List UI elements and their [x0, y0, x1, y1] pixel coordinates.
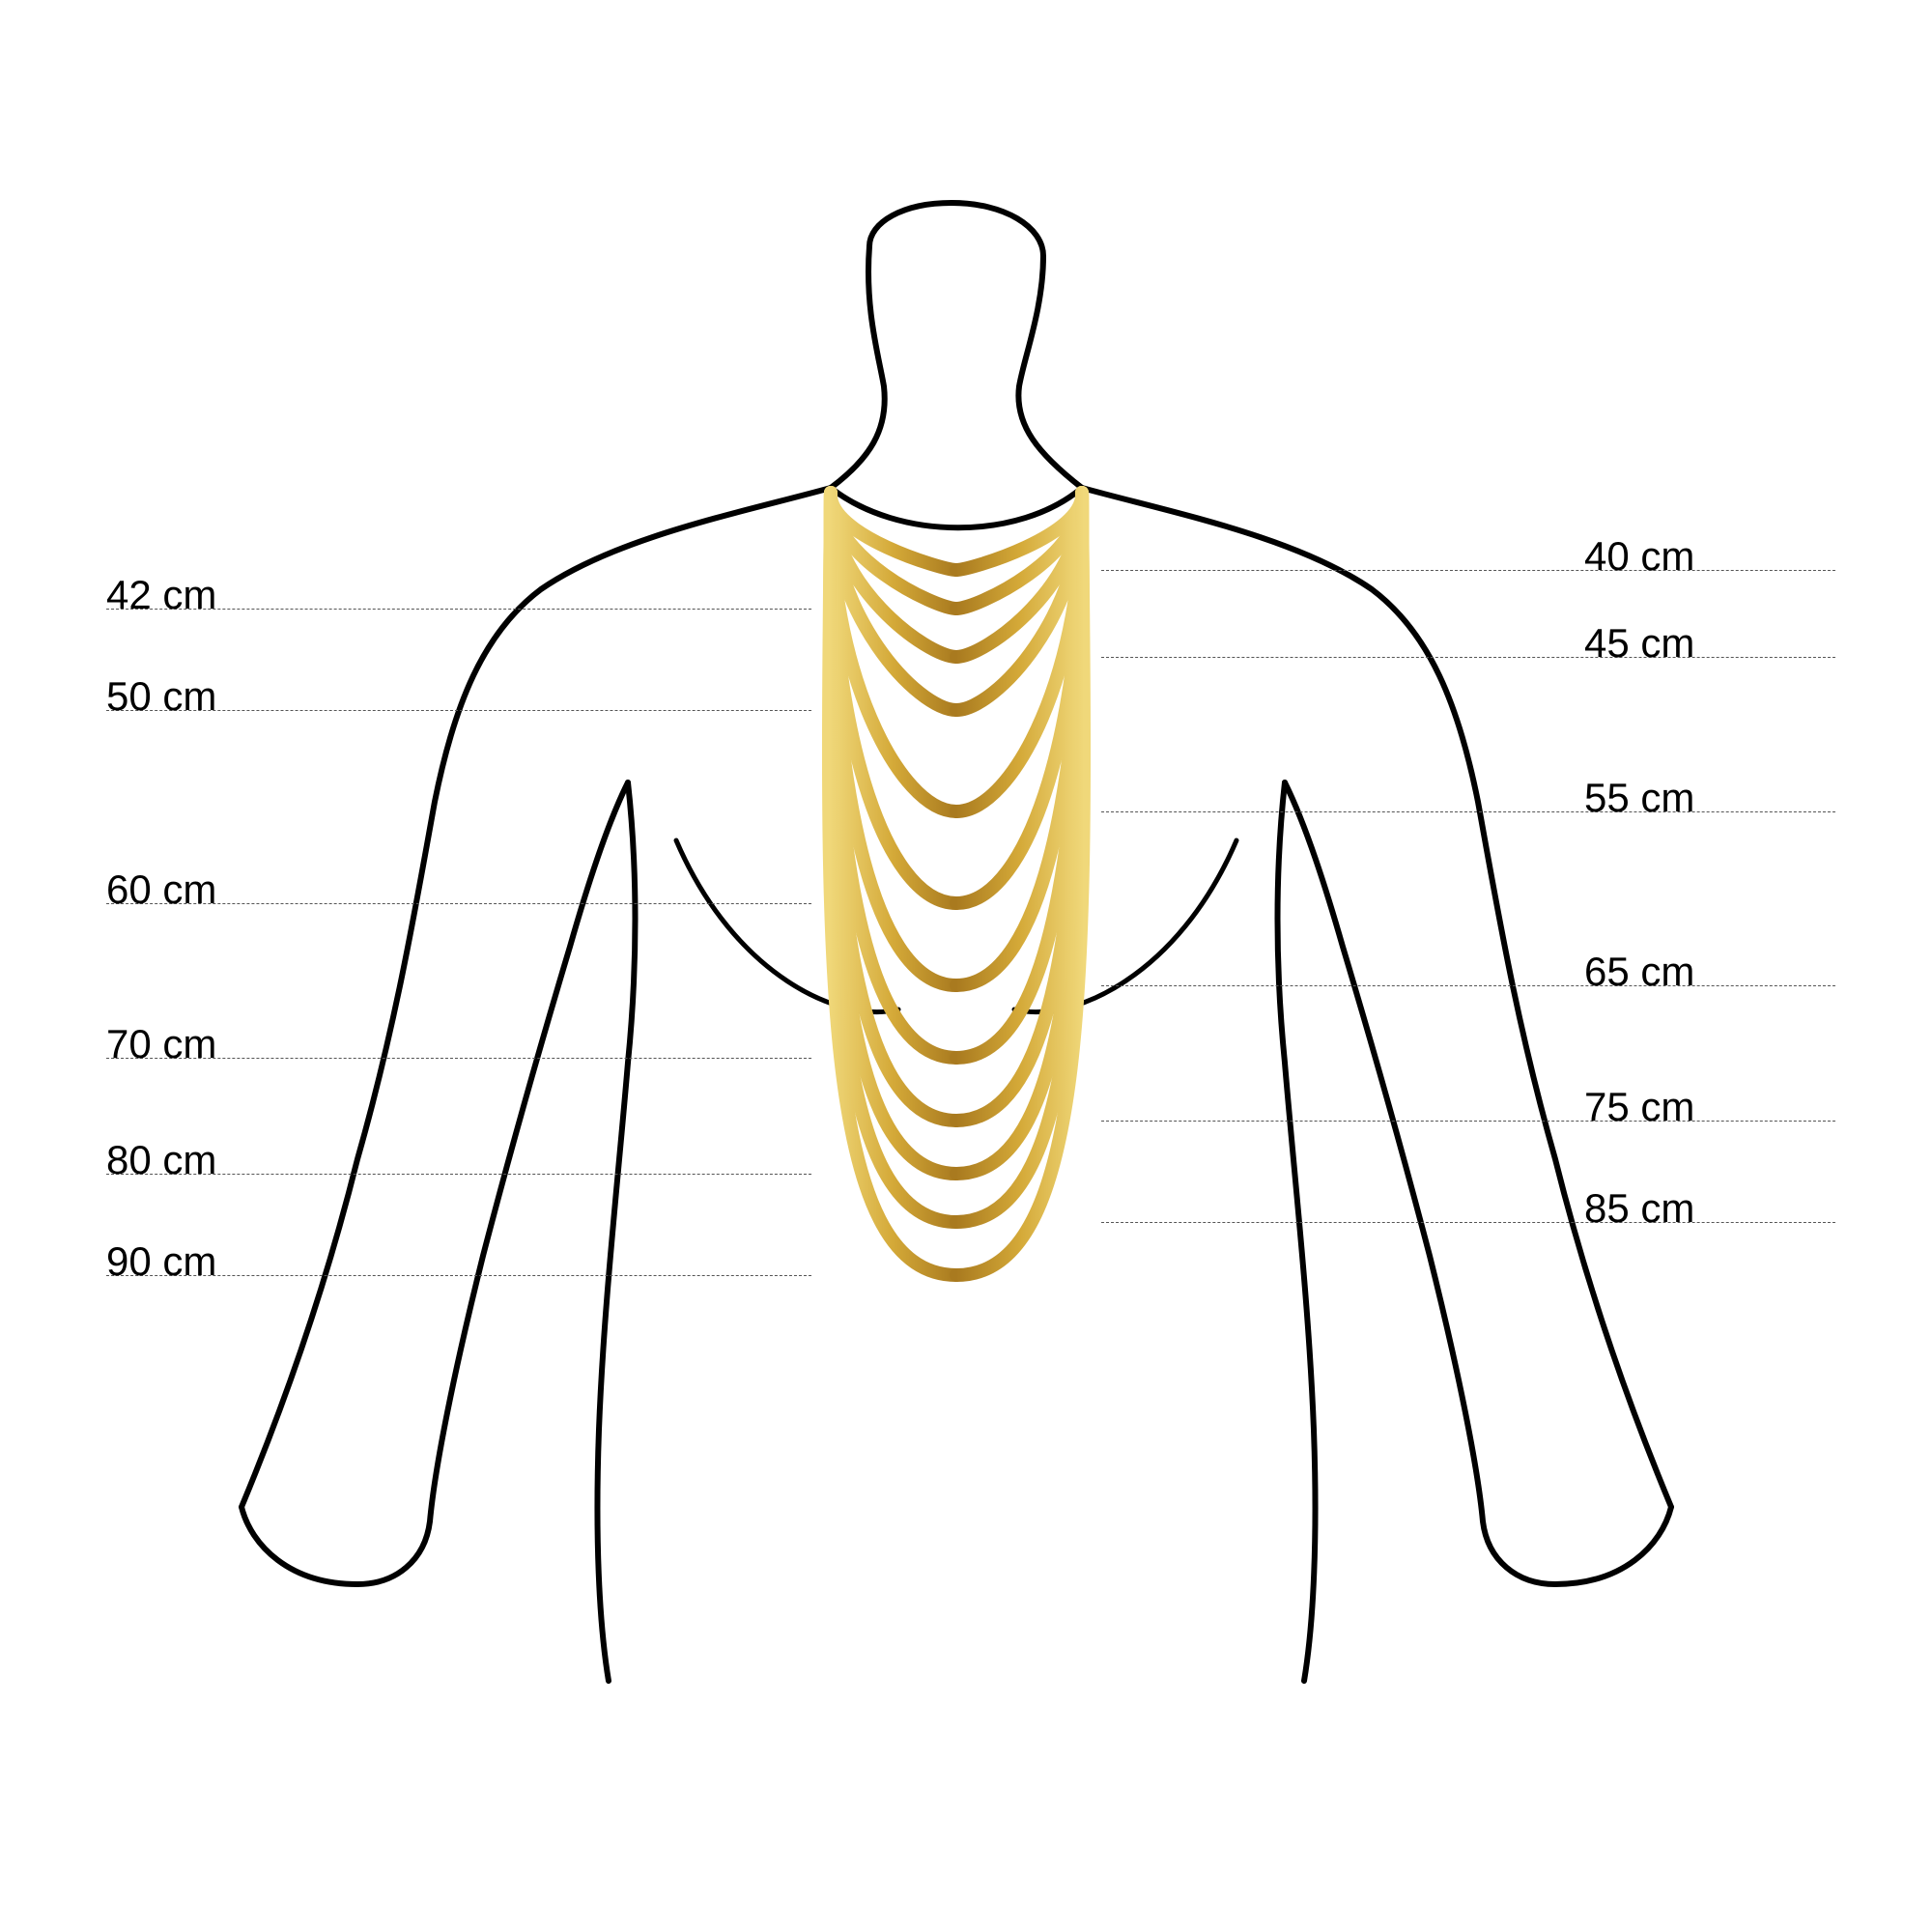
length-label: 80 cm — [106, 1137, 216, 1183]
guide-line — [1101, 1121, 1835, 1122]
length-label: 70 cm — [106, 1021, 216, 1067]
length-label: 65 cm — [1584, 949, 1694, 995]
guide-line — [1101, 657, 1835, 658]
length-label: 42 cm — [106, 572, 216, 618]
guide-line — [1101, 811, 1835, 812]
guide-line — [1101, 1222, 1835, 1223]
length-label: 75 cm — [1584, 1084, 1694, 1130]
length-label: 45 cm — [1584, 620, 1694, 667]
length-label: 90 cm — [106, 1238, 216, 1285]
length-label: 50 cm — [106, 673, 216, 720]
necklace-chains — [829, 493, 1084, 1275]
length-label: 40 cm — [1584, 533, 1694, 580]
body-outline — [242, 203, 1671, 1681]
necklace-length-diagram: 42 cm 50 cm 60 cm 70 cm 80 cm 90 cm 40 cm 45 cm… — [0, 0, 1932, 1932]
length-label: 85 cm — [1584, 1185, 1694, 1232]
guide-line — [1101, 570, 1835, 571]
length-label: 60 cm — [106, 867, 216, 913]
length-label: 55 cm — [1584, 775, 1694, 821]
guide-line — [1101, 985, 1835, 986]
